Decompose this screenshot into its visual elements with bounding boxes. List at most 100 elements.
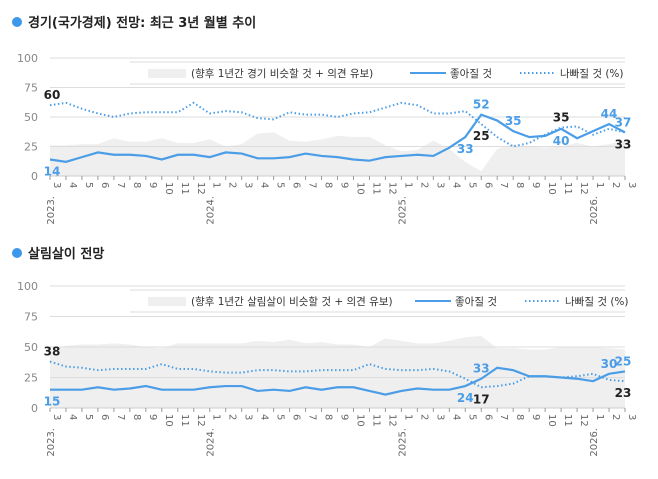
x-tick-label: 2 (610, 414, 621, 420)
x-tick-label: 2 (418, 414, 429, 420)
y-tick-label: 0 (31, 170, 38, 183)
x-tick-label: 12 (195, 182, 206, 195)
x-tick-label: 6 (482, 414, 493, 420)
data-label: 38 (44, 345, 61, 359)
x-tick-label: 1 (402, 414, 413, 420)
x-tick-label: 8 (514, 414, 525, 420)
x-tick-label: 7 (115, 182, 126, 188)
x-tick-label: 1 (594, 414, 605, 420)
x-tick-label: 5 (83, 182, 94, 188)
x-tick-label: 10 (163, 414, 174, 427)
legend-area-label: (향후 1년간 경기 비슷할 것 + 의견 유보) (191, 67, 373, 80)
x-tick-label: 3 (243, 182, 254, 188)
x-tick-label: 3 (434, 182, 445, 188)
y-tick-label: 0 (31, 402, 38, 415)
data-label: 17 (473, 392, 490, 406)
x-tick-label: 8 (131, 414, 142, 420)
year-label: 2026. (589, 196, 600, 225)
x-tick-label: 3 (243, 414, 254, 420)
x-tick-label: 7 (307, 414, 318, 420)
data-label: 25 (615, 354, 632, 368)
data-label: 33 (473, 362, 490, 376)
year-label: 2025. (397, 428, 408, 457)
x-tick-label: 3 (626, 414, 637, 420)
x-tick-label: 12 (578, 414, 589, 427)
data-label: 25 (473, 129, 490, 143)
y-tick-label: 100 (17, 52, 38, 65)
x-tick-label: 11 (370, 414, 381, 427)
title-bullet-icon (12, 17, 22, 27)
legend-area-swatch (148, 69, 186, 78)
x-tick-label: 12 (195, 414, 206, 427)
y-tick-label: 100 (17, 280, 38, 293)
legend (130, 62, 625, 84)
y-tick-label: 75 (24, 82, 38, 95)
data-label: 35 (505, 114, 522, 128)
x-tick-label: 1 (402, 182, 413, 188)
x-tick-label: 11 (179, 182, 190, 195)
legend-good-label: 좋아질 것 (450, 68, 492, 80)
x-tick-label: 11 (562, 182, 573, 195)
x-tick-label: 10 (354, 182, 365, 195)
x-tick-label: 8 (131, 182, 142, 188)
x-tick-label: 12 (578, 182, 589, 195)
year-label: 2026. (589, 428, 600, 457)
x-tick-label: 8 (323, 182, 334, 188)
data-label: 40 (553, 134, 570, 148)
year-label: 2023. (46, 428, 57, 457)
x-tick-label: 2 (610, 182, 621, 188)
x-tick-label: 7 (115, 414, 126, 420)
x-tick-label: 6 (99, 414, 110, 420)
x-tick-label: 2 (227, 182, 238, 188)
x-tick-label: 9 (530, 414, 541, 420)
chart-title: 살림살이 전망 (28, 246, 104, 262)
x-tick-label: 9 (530, 182, 541, 188)
x-tick-label: 2 (418, 182, 429, 188)
x-tick-label: 5 (466, 414, 477, 420)
x-tick-label: 1 (594, 182, 605, 188)
x-tick-label: 10 (546, 414, 557, 427)
y-tick-label: 75 (24, 311, 38, 324)
x-tick-label: 4 (67, 414, 78, 420)
x-tick-label: 3 (51, 182, 62, 188)
x-tick-label: 7 (307, 182, 318, 188)
x-tick-label: 10 (163, 182, 174, 195)
x-tick-label: 6 (482, 182, 493, 188)
area-similar (50, 132, 625, 176)
legend-good-label: 좋아질 것 (455, 296, 497, 308)
x-tick-label: 4 (450, 182, 461, 188)
x-tick-label: 1 (211, 182, 222, 188)
x-tick-label: 10 (354, 414, 365, 427)
title-bullet-icon (12, 248, 22, 258)
x-tick-label: 6 (291, 182, 302, 188)
x-tick-label: 7 (498, 414, 509, 420)
data-label: 44 (601, 107, 618, 121)
x-tick-label: 11 (562, 414, 573, 427)
series-good-line (49, 113, 626, 163)
legend-bad-label: 나빠질 것 (%) (565, 296, 629, 308)
x-tick-label: 5 (275, 182, 286, 188)
x-tick-label: 10 (546, 182, 557, 195)
x-tick-label: 4 (450, 414, 461, 420)
data-label: 30 (601, 357, 618, 371)
x-tick-label: 8 (514, 182, 525, 188)
x-tick-label: 11 (370, 182, 381, 195)
series-bad-line (49, 360, 626, 389)
legend (130, 290, 625, 312)
x-tick-label: 1 (211, 414, 222, 420)
y-tick-label: 50 (24, 341, 38, 354)
x-tick-label: 9 (339, 414, 350, 420)
chart-title: 경기(국가경제) 전망: 최근 3년 월별 추이 (28, 15, 256, 31)
legend-area-label: (향후 1년간 살림살이 비슷할 것 + 의견 유보) (191, 296, 393, 308)
data-label: 52 (473, 98, 490, 112)
legend-area-swatch (148, 297, 186, 306)
x-tick-label: 9 (147, 414, 158, 420)
x-tick-label: 4 (67, 182, 78, 188)
x-tick-label: 12 (386, 182, 397, 195)
x-tick-label: 5 (275, 414, 286, 420)
year-label: 2025. (397, 196, 408, 225)
x-tick-label: 4 (259, 182, 270, 188)
data-label: 37 (615, 115, 632, 129)
data-label: 60 (44, 88, 61, 102)
